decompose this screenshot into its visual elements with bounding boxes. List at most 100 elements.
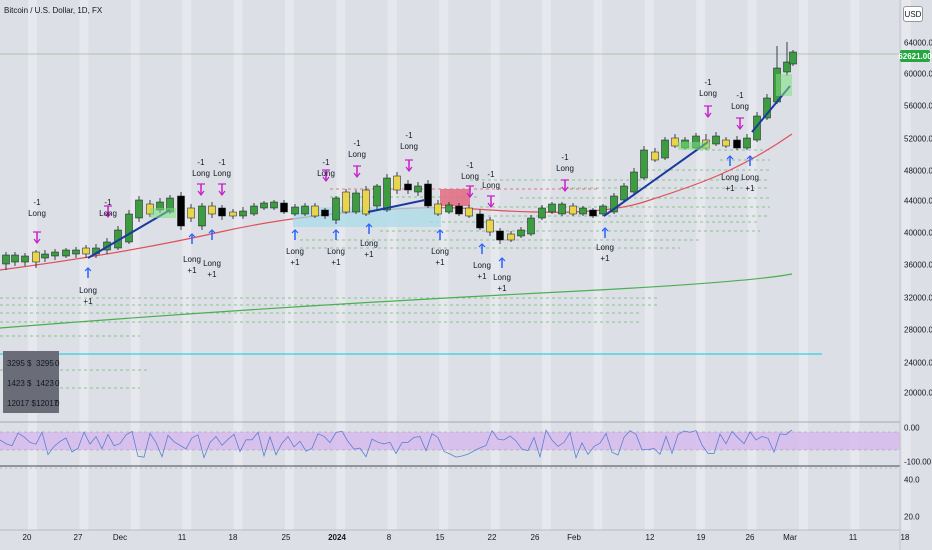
signal-label: -1 Long <box>699 78 717 98</box>
signal-label: Long +1 <box>327 247 345 267</box>
candle <box>661 137 669 160</box>
time-axis-label: 19 <box>696 533 706 542</box>
weekend-band <box>901 0 911 530</box>
time-axis-label: 27 <box>73 533 83 542</box>
long-signal-marker <box>365 223 373 234</box>
candle <box>260 201 268 210</box>
trend-arrow <box>367 199 426 213</box>
signal-label: Long +1 <box>286 247 304 267</box>
signal-label: -1 Long <box>28 198 46 218</box>
currency-button[interactable]: USD <box>903 6 923 22</box>
time-axis-label: 11 <box>177 533 187 542</box>
weekend-band <box>285 0 294 530</box>
short-signal-marker <box>33 231 41 244</box>
indicator-axis-label: 20.0 <box>904 512 920 522</box>
candle <box>208 202 216 218</box>
price-axis-label: 60000.00 <box>904 69 932 79</box>
weekend-band <box>336 0 346 530</box>
long-signal-marker <box>332 229 340 240</box>
stats-row: 3295 $ 3295 0 <box>3 353 59 373</box>
candle <box>404 180 412 194</box>
time-axis-label: 15 <box>435 533 445 542</box>
short-signal-marker <box>218 183 226 196</box>
weekend-band <box>182 0 192 530</box>
candle <box>229 209 237 219</box>
price-axis-label: 20000.00 <box>904 388 932 398</box>
candle <box>558 202 566 216</box>
candle <box>239 207 247 219</box>
signal-label: -1 Long <box>192 158 210 178</box>
signal-label: -1 Long <box>213 158 231 178</box>
weekend-band <box>130 0 140 530</box>
candle <box>789 50 797 66</box>
long-signal-marker <box>746 155 754 166</box>
long-signal-marker <box>601 227 609 238</box>
time-axis-label: 18 <box>228 533 238 542</box>
signal-label: Long +1 <box>596 243 614 263</box>
time-axis-label: Dec <box>112 533 128 542</box>
short-signal-marker <box>405 159 413 172</box>
signal-label: Long +1 <box>473 261 491 281</box>
candle <box>82 245 90 258</box>
stats-cell: 12017 <box>36 399 59 408</box>
signal-label: -1 Long <box>731 91 749 111</box>
indicator-axis-label: 0.00 <box>904 423 920 433</box>
candle <box>651 148 659 162</box>
weekend-band <box>747 0 757 530</box>
time-axis-label: 22 <box>487 533 497 542</box>
price-axis-label: 44000.00 <box>904 196 932 206</box>
signal-label: -1 Long <box>482 170 500 190</box>
long-signal-marker <box>208 229 216 240</box>
signal-markers <box>33 105 754 278</box>
weekend-band <box>490 0 500 530</box>
candle <box>21 253 29 266</box>
price-axis-label: 40000.00 <box>904 228 932 238</box>
candle <box>218 205 226 220</box>
candle <box>362 186 370 216</box>
candle <box>135 196 143 222</box>
candle <box>671 134 679 148</box>
profit-zone <box>776 74 792 96</box>
time-axis-label: 11 <box>848 533 858 542</box>
candle <box>743 134 751 150</box>
candle <box>496 228 504 244</box>
short-signal-marker <box>561 179 569 192</box>
weekend-band <box>696 0 706 530</box>
stats-cell: 3295 $ <box>7 359 32 368</box>
time-axis-label: 8 <box>386 533 392 542</box>
price-axis-label: 36000.00 <box>904 260 932 270</box>
long-signal-marker <box>291 229 299 240</box>
signal-label: Long +1 <box>721 173 739 193</box>
stats-row: 1423 $ 1423 0 <box>3 373 59 393</box>
candle <box>352 190 360 214</box>
candle <box>763 94 771 120</box>
time-axis-label: Feb <box>567 533 581 542</box>
candle <box>579 206 587 216</box>
short-signal-marker <box>466 185 474 198</box>
candle <box>476 210 484 230</box>
indicator-axis-label: 40.0 <box>904 475 920 485</box>
candle <box>383 174 391 212</box>
signal-label: -1 Long <box>317 158 335 178</box>
candle <box>630 168 638 194</box>
candle <box>198 203 206 230</box>
long-signal-marker <box>726 155 734 166</box>
signal-label: Long +1 <box>79 286 97 306</box>
candle <box>640 146 648 180</box>
signal-label: Long +1 <box>183 255 201 275</box>
profit-zone <box>678 142 710 150</box>
candle <box>465 205 473 218</box>
long-signal-marker <box>478 243 486 254</box>
candle <box>62 248 70 258</box>
weekend-band <box>233 0 243 530</box>
price-axis-label: 32000.00 <box>904 293 932 303</box>
weekend-band <box>593 0 603 530</box>
candle <box>712 132 720 146</box>
candle <box>486 217 494 236</box>
short-signal-marker <box>736 117 744 130</box>
weekend-band <box>644 0 654 530</box>
signal-label: Long +1 <box>741 173 759 193</box>
last-price-tag: 62621.00 <box>898 50 932 62</box>
time-axis-label: 18 <box>900 533 910 542</box>
